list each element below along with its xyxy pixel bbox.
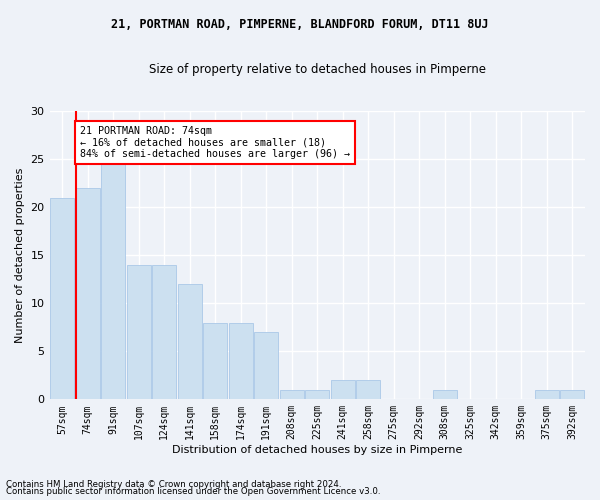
Bar — [178, 284, 202, 400]
Text: Contains HM Land Registry data © Crown copyright and database right 2024.: Contains HM Land Registry data © Crown c… — [6, 480, 341, 489]
Text: Contains public sector information licensed under the Open Government Licence v3: Contains public sector information licen… — [6, 487, 380, 496]
Bar — [101, 160, 125, 400]
Bar — [76, 188, 100, 400]
Bar — [433, 390, 457, 400]
Bar — [152, 265, 176, 400]
Text: 21, PORTMAN ROAD, PIMPERNE, BLANDFORD FORUM, DT11 8UJ: 21, PORTMAN ROAD, PIMPERNE, BLANDFORD FO… — [111, 18, 489, 30]
X-axis label: Distribution of detached houses by size in Pimperne: Distribution of detached houses by size … — [172, 445, 463, 455]
Bar — [229, 322, 253, 400]
Title: Size of property relative to detached houses in Pimperne: Size of property relative to detached ho… — [149, 62, 486, 76]
Bar — [254, 332, 278, 400]
Bar — [305, 390, 329, 400]
Bar — [560, 390, 584, 400]
Bar — [356, 380, 380, 400]
Bar — [535, 390, 559, 400]
Y-axis label: Number of detached properties: Number of detached properties — [15, 168, 25, 343]
Bar — [280, 390, 304, 400]
Bar — [203, 322, 227, 400]
Bar — [331, 380, 355, 400]
Text: 21 PORTMAN ROAD: 74sqm
← 16% of detached houses are smaller (18)
84% of semi-det: 21 PORTMAN ROAD: 74sqm ← 16% of detached… — [80, 126, 350, 159]
Bar — [127, 265, 151, 400]
Bar — [50, 198, 74, 400]
